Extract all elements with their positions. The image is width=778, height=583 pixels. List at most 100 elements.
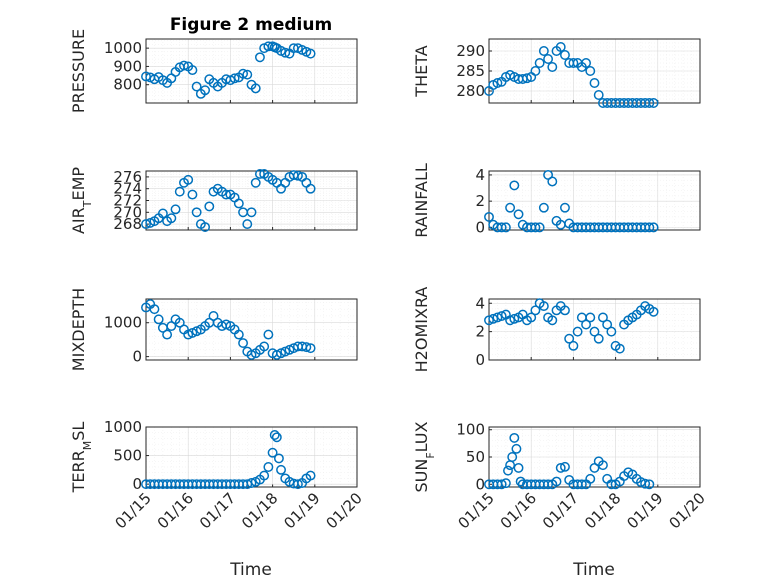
data-point	[505, 202, 516, 213]
data-point	[530, 305, 541, 316]
data-point	[593, 333, 604, 344]
data-point	[500, 478, 511, 489]
y-tick-label: 0	[132, 475, 142, 493]
data-point	[606, 479, 617, 490]
data-point	[238, 338, 249, 349]
data-point	[254, 52, 265, 63]
data-point	[200, 85, 211, 96]
data-point	[640, 478, 651, 489]
data-point	[496, 222, 507, 233]
data-point	[560, 202, 570, 213]
y-tick-label: 4	[475, 166, 485, 184]
data-point	[597, 312, 608, 323]
y-tick-label: 500	[113, 447, 142, 465]
data-point	[271, 432, 282, 443]
data-point	[560, 461, 570, 472]
data-point	[585, 312, 596, 323]
data-point	[589, 326, 600, 337]
data-point	[538, 301, 549, 312]
data-point	[292, 479, 303, 490]
data-point	[602, 319, 613, 330]
ylabel: RAINFALL	[412, 163, 431, 238]
data-point	[530, 222, 541, 233]
data-point	[166, 213, 177, 224]
data-point	[648, 222, 659, 233]
data-point	[305, 183, 316, 194]
axes-frame	[488, 298, 701, 361]
xlabel-right: Time	[572, 560, 615, 580]
data-point	[153, 314, 164, 325]
data-point	[606, 326, 617, 337]
ylabel: H2OMIXRA	[412, 287, 431, 373]
y-tick-label: 276	[113, 168, 142, 186]
data-point	[526, 312, 537, 323]
subplot-mixdepth: 0 1000 MIXDEPTH	[69, 288, 358, 371]
axes-frame	[488, 170, 701, 231]
data-point	[585, 66, 596, 76]
subplot-h2omixra: 0 2 4 H2OMIXRA	[412, 287, 701, 373]
data-point	[496, 479, 507, 490]
x-tick-label: 01/17	[539, 489, 582, 532]
data-point	[648, 306, 659, 317]
data-point	[259, 341, 270, 352]
data-point	[555, 42, 566, 52]
ylabel: PRESSURE	[69, 29, 88, 113]
data-point	[547, 315, 558, 326]
y-tick-label: 0	[132, 348, 142, 366]
data-point	[246, 478, 257, 488]
axes-frame	[488, 426, 701, 488]
x-tick-label: 01/20	[666, 489, 709, 532]
data-point	[581, 58, 592, 68]
data-point	[564, 333, 575, 344]
data-point	[503, 465, 513, 476]
data-point	[484, 315, 494, 326]
data-point	[250, 177, 261, 188]
data-point	[259, 470, 270, 481]
y-tick-label: 0	[475, 218, 485, 236]
data-point	[538, 46, 549, 56]
y-tick-label: 4	[475, 294, 485, 312]
data-point	[305, 343, 316, 354]
figure-title: Figure 2 medium	[170, 15, 332, 35]
x-tick-label: 01/16	[154, 489, 197, 532]
x-tick-label: 01/19	[623, 489, 666, 532]
data-point	[530, 66, 541, 76]
data-point	[534, 222, 545, 233]
data-point	[221, 189, 232, 200]
data-point	[507, 452, 518, 462]
data-point	[492, 312, 503, 323]
data-point	[492, 78, 503, 88]
data-point	[187, 65, 198, 76]
y-tick-label: 1000	[104, 314, 142, 332]
data-point	[488, 313, 499, 324]
data-point	[191, 81, 202, 92]
data-point	[250, 83, 261, 94]
x-tick-label: 01/16	[497, 489, 540, 532]
data-point	[305, 470, 316, 481]
data-point	[547, 62, 558, 72]
data-point	[170, 204, 181, 215]
x-tick-label: 01/15	[455, 489, 498, 532]
x-tick-label: 01/17	[196, 489, 239, 532]
y-tick-label: 274	[113, 180, 142, 198]
data-point	[513, 209, 524, 220]
data-point	[183, 174, 194, 185]
data-point	[509, 180, 520, 191]
data-point	[263, 462, 274, 472]
data-point	[141, 71, 151, 82]
ylabel: THETA	[412, 45, 431, 97]
data-point	[204, 201, 215, 212]
x-tick-label: 01/19	[280, 489, 323, 532]
data-point	[551, 476, 562, 487]
data-point	[301, 342, 312, 353]
data-point	[644, 98, 655, 108]
data-point	[515, 476, 526, 487]
ylabel: AIRTEMP	[69, 167, 94, 234]
data-point	[162, 329, 173, 340]
axes-box	[488, 298, 701, 361]
x-tick-label: 01/18	[581, 489, 624, 532]
data-point	[543, 54, 554, 64]
data-point	[187, 189, 198, 200]
